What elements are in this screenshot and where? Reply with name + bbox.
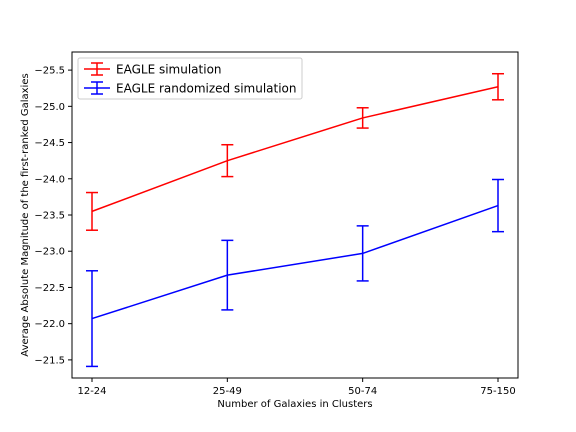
- y-tick-label: −24.5: [34, 138, 65, 149]
- error-bar: [86, 191, 98, 231]
- y-tick-label: −22.5: [34, 283, 65, 294]
- x-tick-label: 12-24: [77, 386, 106, 397]
- legend-box: [77, 57, 303, 100]
- error-bar: [221, 143, 234, 178]
- x-tick-label: 50-74: [348, 386, 377, 397]
- x-tick-label: 25-49: [213, 386, 242, 397]
- legend-label: EAGLE randomized simulation: [116, 82, 297, 96]
- error-bar: [492, 72, 504, 101]
- legend: EAGLE simulation EAGLE randomized simulat…: [77, 57, 303, 100]
- x-tick-label: 75-150: [480, 386, 515, 397]
- y-axis-label: Average Absolute Magnitude of the first-…: [20, 73, 31, 356]
- y-tick-label: −22.0: [34, 319, 65, 330]
- legend-entry: EAGLE simulation: [84, 62, 222, 77]
- ticks-layer: 12-24 25-49 50-74 75-150 −21.5 −22.0 −22.5 −23.…: [34, 66, 515, 397]
- error-bar: [356, 107, 369, 129]
- error-bar: [221, 239, 234, 311]
- error-bar: [492, 178, 504, 233]
- y-tick-label: −24.0: [34, 174, 65, 185]
- series-line-2: [91, 204, 499, 320]
- series-line-1: [91, 86, 499, 213]
- error-bar: [356, 225, 369, 282]
- legend-entry: EAGLE randomized simulation: [84, 81, 297, 96]
- legend-label: EAGLE simulation: [116, 63, 222, 77]
- y-tick-label: −21.5: [34, 355, 65, 366]
- series-layer: [86, 72, 504, 368]
- y-tick-label: −25.0: [34, 102, 65, 113]
- x-axis-label: Number of Galaxies in Clusters: [217, 399, 372, 410]
- y-tick-label: −23.5: [34, 211, 65, 222]
- y-tick-label: −23.0: [34, 247, 65, 258]
- error-bar: [86, 270, 98, 368]
- y-tick-label: −25.5: [34, 66, 65, 77]
